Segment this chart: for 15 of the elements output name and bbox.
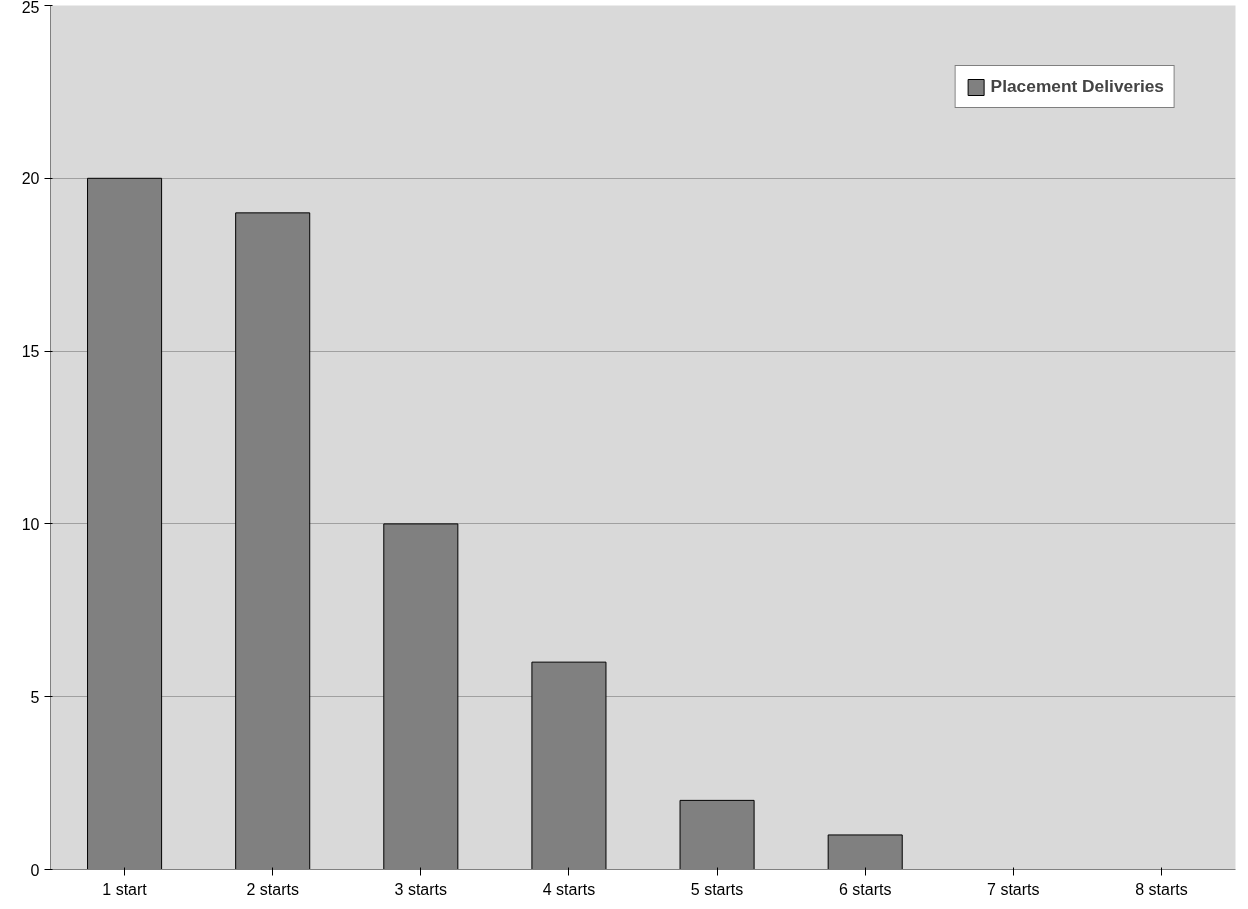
x-tick-label: 3 starts (394, 880, 448, 898)
y-tick-label: 20 (21, 170, 40, 188)
x-tick-label: 8 starts (1135, 880, 1188, 898)
x-tick-label: 5 starts (690, 880, 744, 898)
y-tick-label: 25 (21, 0, 40, 16)
y-tick-label: 10 (21, 515, 40, 533)
x-tick-label: 7 starts (987, 880, 1040, 898)
x-tick-label: 4 starts (542, 880, 596, 898)
y-tick-label: 0 (30, 861, 40, 879)
y-tick-label: 15 (21, 343, 40, 361)
x-tick-label: 2 starts (246, 880, 299, 898)
x-tick-label: 6 starts (838, 880, 892, 898)
x-tick-label: 1 start (102, 880, 148, 898)
legend-label: Placement Deliveries (990, 76, 1164, 97)
y-tick-label: 5 (30, 688, 40, 706)
